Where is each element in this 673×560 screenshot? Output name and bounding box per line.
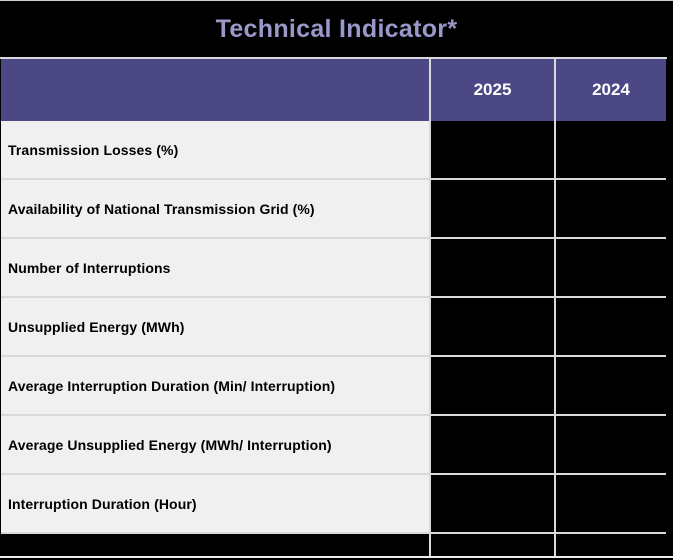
bottom-border-line [0,556,673,558]
column-divider [429,357,431,414]
table-header-row: 2025 2024 [1,59,666,121]
column-divider [429,59,431,121]
column-divider [554,416,556,473]
value-cell-2025 [431,298,554,355]
column-divider [429,121,431,178]
table-row-number-of-interruptions: Number of Interruptions [1,239,666,298]
value-cell-2024 [556,180,666,237]
column-divider [554,357,556,414]
table-row-avg-interruption-duration: Average Interruption Duration (Min/ Inte… [1,357,666,416]
footer-cell [1,534,429,556]
page-title: Technical Indicator* [215,14,458,43]
value-cell-2025 [431,416,554,473]
row-label: Transmission Losses (%) [1,121,429,178]
table-row-grid-availability: Availability of National Transmission Gr… [1,180,666,239]
value-cell-2024 [556,416,666,473]
footer-cell-2025 [431,534,554,556]
table-row-unsupplied-energy: Unsupplied Energy (MWh) [1,298,666,357]
column-divider [429,534,431,556]
row-label: Average Unsupplied Energy (MWh/ Interrup… [1,416,429,473]
footer-cell-2024 [556,534,666,556]
column-divider [554,239,556,296]
table-row-interruption-duration-hour: Interruption Duration (Hour) [1,475,666,534]
indicator-table: 2025 2024 Transmission Losses (%) Availa… [1,59,666,556]
value-cell-2024 [556,121,666,178]
column-divider [429,298,431,355]
column-divider [554,180,556,237]
row-label: Average Interruption Duration (Min/ Inte… [1,357,429,414]
value-cell-2024 [556,475,666,532]
column-header-2025: 2025 [431,59,554,121]
column-divider [554,534,556,556]
column-divider [554,475,556,532]
table-row-transmission-losses: Transmission Losses (%) [1,121,666,180]
table-footer-row [1,534,666,556]
row-label: Unsupplied Energy (MWh) [1,298,429,355]
value-cell-2024 [556,357,666,414]
title-divider-line [0,57,667,59]
value-cell-2025 [431,121,554,178]
column-header-2024: 2024 [556,59,666,121]
value-cell-2025 [431,239,554,296]
column-divider [554,298,556,355]
value-cell-2024 [556,239,666,296]
column-divider [429,239,431,296]
title-band: Technical Indicator* [0,1,673,57]
row-label: Number of Interruptions [1,239,429,296]
value-cell-2025 [431,357,554,414]
column-divider [429,416,431,473]
row-label: Availability of National Transmission Gr… [1,180,429,237]
value-cell-2024 [556,298,666,355]
column-divider [429,180,431,237]
column-divider [554,59,556,121]
header-corner-cell [1,59,429,121]
value-cell-2025 [431,475,554,532]
column-divider [554,121,556,178]
column-divider [429,475,431,532]
value-cell-2025 [431,180,554,237]
row-label: Interruption Duration (Hour) [1,475,429,532]
table-row-avg-unsupplied-energy: Average Unsupplied Energy (MWh/ Interrup… [1,416,666,475]
